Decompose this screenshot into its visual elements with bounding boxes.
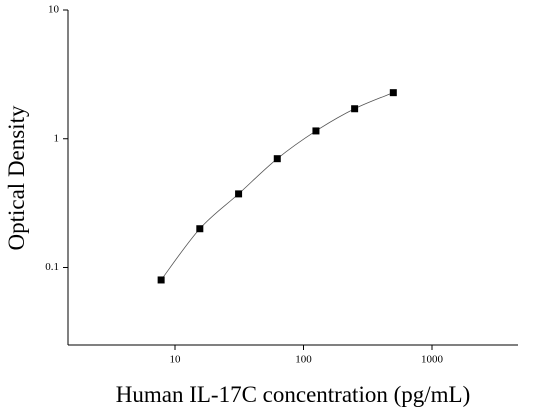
point [235, 190, 243, 198]
point [157, 276, 165, 284]
point [389, 89, 397, 97]
y-tick-label: 0.1 [45, 261, 59, 273]
x-tick-label: 100 [295, 354, 312, 366]
fit-curve [160, 92, 394, 281]
x-axis-title: Human IL-17C concentration (pg/mL) [116, 382, 470, 407]
y-tick-label: 10 [48, 4, 60, 16]
point [312, 127, 320, 135]
x-tick-label: 1000 [421, 354, 444, 366]
point [273, 155, 281, 163]
y-axis-title: Optical Density [4, 105, 29, 250]
x-tick-label: 10 [169, 354, 181, 366]
y-tick-label: 1 [54, 132, 60, 144]
point [351, 105, 359, 113]
point [196, 225, 204, 233]
